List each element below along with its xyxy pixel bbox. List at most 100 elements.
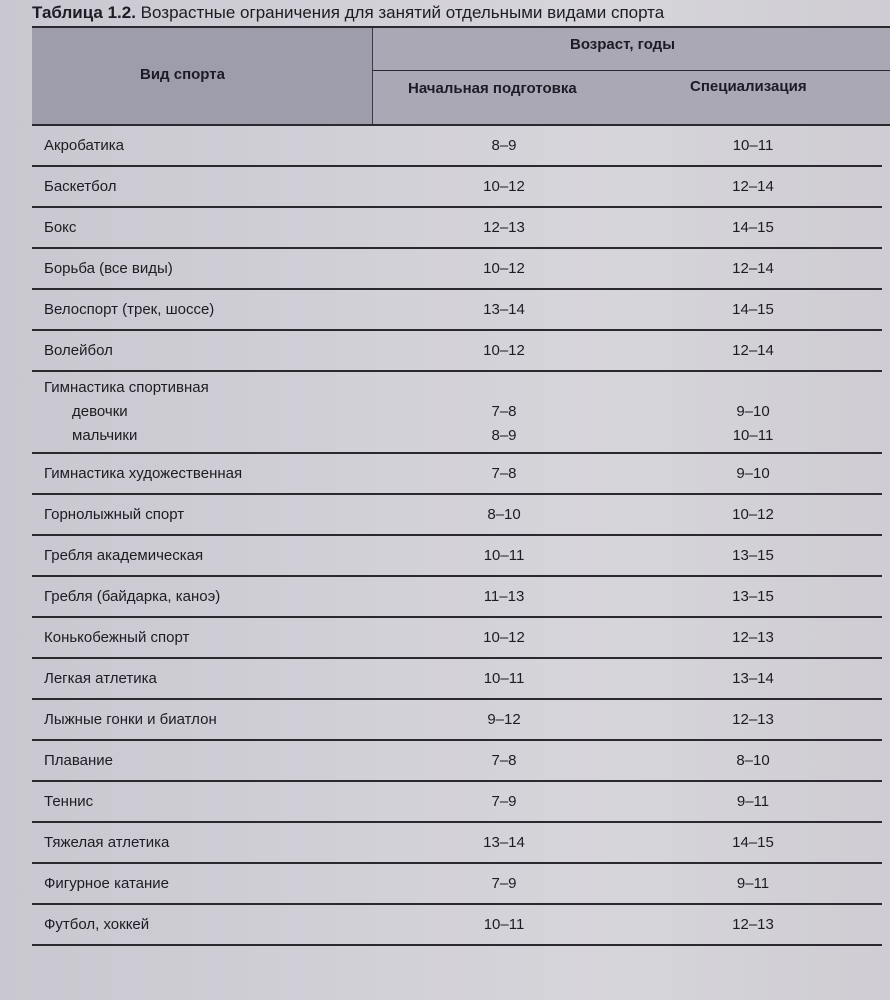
specialization-age-cell: 13–15 <box>624 576 882 618</box>
specialization-age-cell: 14–15 <box>624 207 882 249</box>
table-row: Конькобежный спорт 10–12 12–13 <box>32 617 882 659</box>
sport-cell: Борьба (все виды) <box>32 248 384 290</box>
initial-age-cell: 8–10 <box>384 494 624 536</box>
table-row: Борьба (все виды) 10–12 12–14 <box>32 248 882 290</box>
header-specialization: Специализация <box>690 78 807 95</box>
sport-cell: Тяжелая атлетика <box>32 822 384 864</box>
sport-cell: Конькобежный спорт <box>32 617 384 659</box>
sub-specialization-age: 10–11 <box>732 427 774 444</box>
initial-age-cell: 10–11 <box>384 658 624 700</box>
specialization-age-cell: 12–14 <box>624 330 882 372</box>
specialization-age-cell: 9–10 <box>624 453 882 495</box>
sport-cell: Лыжные гонки и биатлон <box>32 699 384 741</box>
table-body: Акробатика 8–9 10–11 Баскетбол 10–12 12–14 Бок… <box>32 126 882 946</box>
table-row: Акробатика 8–9 10–11 <box>32 126 882 167</box>
initial-age-cell: 11–13 <box>384 576 624 618</box>
header-sport: Вид спорта <box>140 66 225 83</box>
sport-cell: Бокс <box>32 207 384 249</box>
table-row: Велоспорт (трек, шоссе) 13–14 14–15 <box>32 289 882 331</box>
initial-age-cell: 13–14 <box>384 822 624 864</box>
specialization-age-cell: 9–11 <box>624 863 882 905</box>
sub-initial-age: 7–8 <box>491 403 517 420</box>
specialization-age-cell: 10–11 <box>624 126 882 167</box>
table-row: Гимнастика художественная 7–8 9–10 <box>32 453 882 495</box>
initial-age-cell: 9–12 <box>384 699 624 741</box>
specialization-age-cell: 12–13 <box>624 699 882 741</box>
initial-age-cell: 10–12 <box>384 330 624 372</box>
initial-age-cell: 7–9 <box>384 863 624 905</box>
specialization-age-cell: 10–12 <box>624 494 882 536</box>
table-row: Волейбол 10–12 12–14 <box>32 330 882 372</box>
table-row: Тяжелая атлетика 13–14 14–15 <box>32 822 882 864</box>
specialization-age-cell: 12–14 <box>624 248 882 290</box>
specialization-age-cell: 14–15 <box>624 289 882 331</box>
spacer <box>384 376 624 400</box>
table-row: Футбол, хоккей 10–11 12–13 <box>32 904 882 946</box>
specialization-age-cell: 12–14 <box>624 166 882 208</box>
initial-age-cell: 8–9 <box>384 126 624 167</box>
initial-age-cell: 13–14 <box>384 289 624 331</box>
sport-cell: Гребля (байдарка, каноэ) <box>32 576 384 618</box>
table-caption: Таблица 1.2. Возрастные ограничения для … <box>32 2 664 24</box>
table-title: Возрастные ограничения для занятий отдел… <box>140 3 665 22</box>
initial-age-cell: 10–11 <box>384 904 624 946</box>
sport-column-header-cell <box>32 28 372 124</box>
sport-cell: Легкая атлетика <box>32 658 384 700</box>
initial-age-cell: 10–11 <box>384 535 624 577</box>
header-divider <box>372 28 373 124</box>
sport-cell: Акробатика <box>32 126 384 167</box>
specialization-age-cell: 9–11 <box>624 781 882 823</box>
sport-cell: Плавание <box>32 740 384 782</box>
specialization-age-cell: 14–15 <box>624 822 882 864</box>
sub-specialization-age: 9–10 <box>736 403 770 420</box>
specialization-age-cell: 12–13 <box>624 617 882 659</box>
table-row: Теннис 7–9 9–11 <box>32 781 882 823</box>
age-subheader-rule <box>372 70 890 71</box>
sport-cell: Гребля академическая <box>32 535 384 577</box>
sub-category-label: мальчики <box>72 427 138 444</box>
specialization-age-cell: 12–13 <box>624 904 882 946</box>
sport-cell: Теннис <box>32 781 384 823</box>
table-row: Горнолыжный спорт 8–10 10–12 <box>32 494 882 536</box>
initial-age-cell: 10–12 <box>384 617 624 659</box>
table-row: Фигурное катание 7–9 9–11 <box>32 863 882 905</box>
sport-cell: Футбол, хоккей <box>32 904 384 946</box>
sport-cell: Велоспорт (трек, шоссе) <box>32 289 384 331</box>
sport-cell: Фигурное катание <box>32 863 384 905</box>
initial-age-cell: 7–8 <box>384 740 624 782</box>
sport-cell: Волейбол <box>32 330 384 372</box>
specialization-age-cell: 8–10 <box>624 740 882 782</box>
table-row: Легкая атлетика 10–11 13–14 <box>32 658 882 700</box>
initial-age-cell: 10–12 <box>384 248 624 290</box>
sport-cell: Горнолыжный спорт <box>32 494 384 536</box>
header-age: Возраст, годы <box>570 36 675 53</box>
specialization-age-cell: 13–15 <box>624 535 882 577</box>
sport-cell: Гимнастика спортивная девочки мальчики <box>32 371 384 454</box>
table-row: Лыжные гонки и биатлон 9–12 12–13 <box>32 699 882 741</box>
specialization-age-cell: 9–10 10–11 <box>624 371 882 454</box>
sport-name: Гимнастика спортивная <box>44 379 209 396</box>
specialization-age-cell: 13–14 <box>624 658 882 700</box>
top-rule <box>32 26 890 28</box>
initial-age-cell: 7–8 8–9 <box>384 371 624 454</box>
initial-age-cell: 12–13 <box>384 207 624 249</box>
initial-age-cell: 7–9 <box>384 781 624 823</box>
sub-category-label: девочки <box>72 403 128 420</box>
table-row: Плавание 7–8 8–10 <box>32 740 882 782</box>
table-row: Гребля (байдарка, каноэ) 11–13 13–15 <box>32 576 882 618</box>
sub-initial-age: 8–9 <box>491 427 517 444</box>
header-bottom-rule <box>32 124 890 126</box>
spacer <box>624 376 882 400</box>
table-row: Баскетбол 10–12 12–14 <box>32 166 882 208</box>
sport-cell: Баскетбол <box>32 166 384 208</box>
sports-table: Акробатика 8–9 10–11 Баскетбол 10–12 12–14 Бок… <box>32 126 882 946</box>
sport-cell: Гимнастика художественная <box>32 453 384 495</box>
table-row: Бокс 12–13 14–15 <box>32 207 882 249</box>
header-initial: Начальная подготовка <box>408 80 577 97</box>
initial-age-cell: 10–12 <box>384 166 624 208</box>
initial-age-cell: 7–8 <box>384 453 624 495</box>
table-number: Таблица 1.2. <box>32 3 136 22</box>
table-row: Гимнастика спортивная девочки мальчики 7–8… <box>32 371 882 454</box>
table-row: Гребля академическая 10–11 13–15 <box>32 535 882 577</box>
